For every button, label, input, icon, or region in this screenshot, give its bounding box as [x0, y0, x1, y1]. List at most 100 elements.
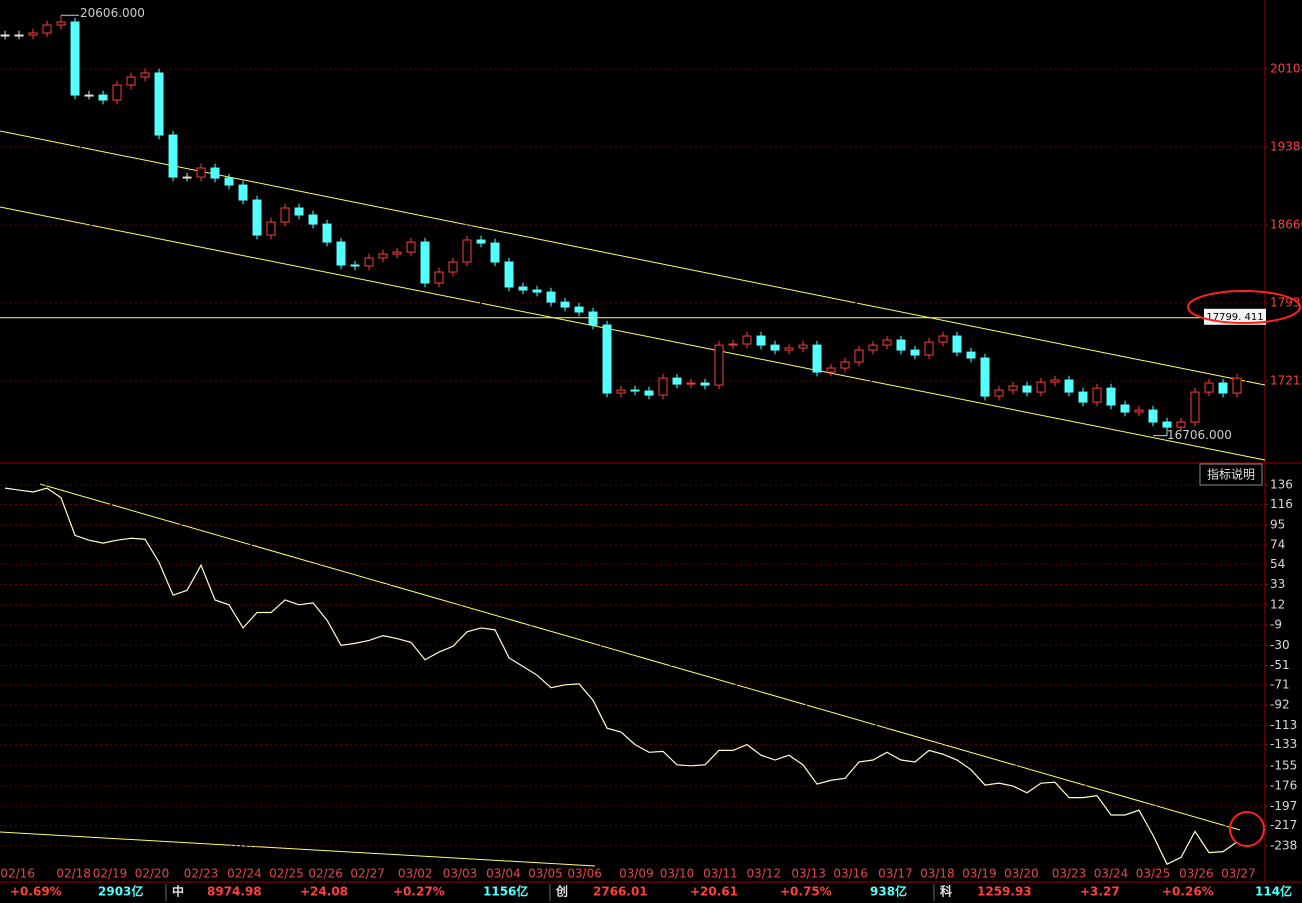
candle-body: [462, 239, 472, 263]
candle-body: [266, 221, 276, 236]
candle-body: [1064, 379, 1074, 393]
indicator-line: [4, 487, 1238, 865]
x-tick-label: 02/16: [0, 867, 35, 881]
y-tick-label: -113: [1270, 718, 1297, 732]
candle-body: [1022, 385, 1032, 393]
candle-body: [182, 176, 192, 179]
candle-body: [210, 167, 220, 179]
status-item: 8974.98: [207, 885, 262, 899]
candle-body: [868, 344, 878, 351]
candle-body: [826, 367, 836, 373]
y-tick-label: 74: [1270, 538, 1285, 552]
candle-body: [126, 76, 136, 86]
highlight-circle: [1229, 811, 1265, 847]
candle-body: [952, 335, 962, 353]
x-tick-label: 02/26: [308, 867, 343, 881]
x-tick-label: 03/19: [962, 867, 997, 881]
candle-body: [140, 72, 150, 78]
candle-body: [84, 94, 94, 97]
y-tick-label: -30: [1270, 638, 1290, 652]
candle-body: [490, 242, 500, 263]
candle-body: [742, 335, 752, 345]
high-label: 20606.000: [80, 6, 145, 20]
candle-body: [784, 347, 794, 351]
candle-body: [882, 339, 892, 346]
candle-body: [700, 382, 710, 386]
candle-body: [574, 306, 584, 313]
status-item: +0.26%: [1162, 885, 1214, 899]
candle-body: [350, 264, 360, 267]
candle-body: [896, 339, 906, 351]
candle-body: [1148, 409, 1158, 423]
candle-body: [252, 199, 262, 236]
candle-body: [1106, 387, 1116, 406]
status-item: +24.08: [300, 885, 348, 899]
candle-body: [322, 223, 332, 243]
y-tick-label: 95: [1270, 517, 1285, 531]
candle-body: [1190, 391, 1200, 423]
candle-body: [42, 24, 52, 34]
indicator-button[interactable]: 指标说明: [1199, 463, 1263, 486]
candle-body: [504, 261, 514, 288]
candle-body: [910, 349, 920, 356]
candle-body: [994, 389, 1004, 397]
candle-body: [196, 167, 206, 178]
x-tick-label: 03/25: [1136, 867, 1171, 881]
candle-body: [112, 84, 122, 101]
candle-body: [756, 335, 766, 346]
x-tick-label: 03/13: [791, 867, 826, 881]
candle-body: [98, 94, 108, 101]
x-tick-label: 02/19: [93, 867, 128, 881]
x-tick-label: 03/17: [878, 867, 913, 881]
candle-body: [420, 241, 430, 284]
candle-body: [476, 239, 486, 244]
candle-body: [238, 184, 248, 201]
candle-body: [1162, 421, 1172, 428]
y-tick-label: -217: [1270, 818, 1297, 832]
candle-body: [854, 349, 864, 363]
highlight-circle: [1187, 290, 1301, 324]
candle-body: [1232, 377, 1242, 394]
y-tick-label: 20108: [1270, 61, 1302, 75]
y-tick-label: -238: [1270, 838, 1297, 852]
x-tick-label: 03/24: [1094, 867, 1129, 881]
candle-body: [966, 351, 976, 359]
x-tick-label: 03/23: [1052, 867, 1087, 881]
candle-body: [308, 214, 318, 225]
candle-body: [168, 134, 178, 178]
trend-line: [0, 831, 596, 867]
y-tick-label: 19384: [1270, 140, 1302, 154]
candle-body: [644, 390, 654, 396]
level-label: 17799. 411: [1206, 312, 1263, 323]
y-tick-label: -133: [1270, 737, 1297, 751]
candle-body: [1078, 391, 1088, 403]
button-label[interactable]: 指标说明: [1207, 467, 1255, 482]
button-frame[interactable]: [1199, 463, 1263, 486]
candle-body: [546, 291, 556, 303]
candle-body: [280, 207, 290, 223]
y-tick-label: -176: [1270, 779, 1297, 793]
x-tick-label: 03/26: [1179, 867, 1214, 881]
y-tick-label: 17213: [1270, 373, 1302, 387]
x-tick-label: 02/20: [135, 867, 170, 881]
candle-body: [672, 377, 682, 385]
x-tick-label: 03/09: [619, 867, 654, 881]
y-tick-label: -92: [1270, 698, 1290, 712]
candle-body: [154, 72, 164, 136]
candle-body: [924, 341, 934, 356]
x-tick-label: 03/02: [398, 867, 433, 881]
status-item: 2766.01: [593, 885, 648, 899]
y-tick-label: -51: [1270, 658, 1290, 672]
x-tick-label: 03/05: [528, 867, 563, 881]
candle-body: [1120, 404, 1130, 413]
trend-line: [0, 206, 1266, 461]
candle-body: [294, 207, 304, 216]
candle-body: [392, 251, 402, 255]
y-tick-label: -9: [1270, 618, 1282, 632]
trend-line: [39, 483, 1241, 831]
candle-body: [602, 324, 612, 394]
candle-body: [560, 301, 570, 308]
low-label: 16706.000: [1167, 428, 1232, 442]
x-tick-label: 03/06: [567, 867, 602, 881]
